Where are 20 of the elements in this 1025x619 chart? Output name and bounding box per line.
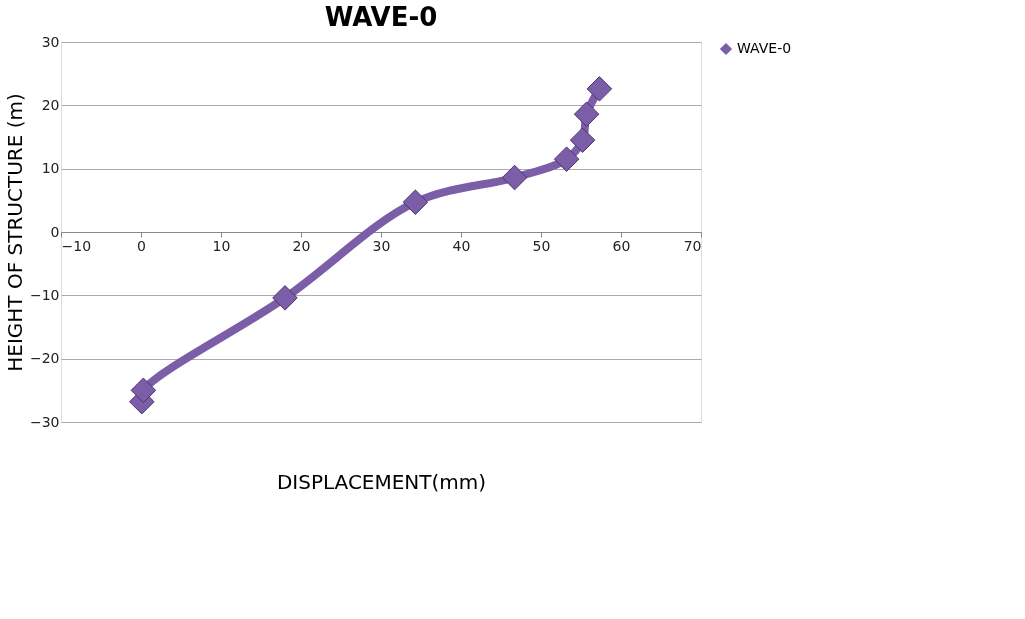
x-tick-label: 50: [532, 237, 551, 254]
y-tick-label: 20: [41, 96, 60, 113]
y-tick-label: 30: [41, 33, 60, 50]
x-tick-label: 20: [292, 237, 311, 254]
x-tick-label: 40: [452, 237, 471, 254]
y-tick-label: 10: [41, 160, 60, 177]
y-tick-label: −30: [29, 413, 60, 430]
x-axis-title: DISPLACEMENT(mm): [276, 469, 487, 494]
x-tick-label: 0: [137, 237, 146, 254]
x-tick-label: 70: [683, 237, 702, 254]
x-tick-label: −10: [61, 237, 92, 254]
y-tick-label: −20: [29, 350, 60, 367]
y-tick-label: 0: [50, 223, 60, 240]
legend-label: WAVE-0: [737, 40, 792, 56]
x-tick-label: 10: [212, 237, 231, 254]
chart-title: WAVE-0: [324, 2, 438, 32]
x-tick-label: 30: [372, 237, 391, 254]
y-tick-label: −10: [29, 286, 60, 303]
y-axis-title: HEIGHT OF STRUCTURE (m): [2, 93, 27, 372]
x-tick-label: 60: [612, 237, 631, 254]
